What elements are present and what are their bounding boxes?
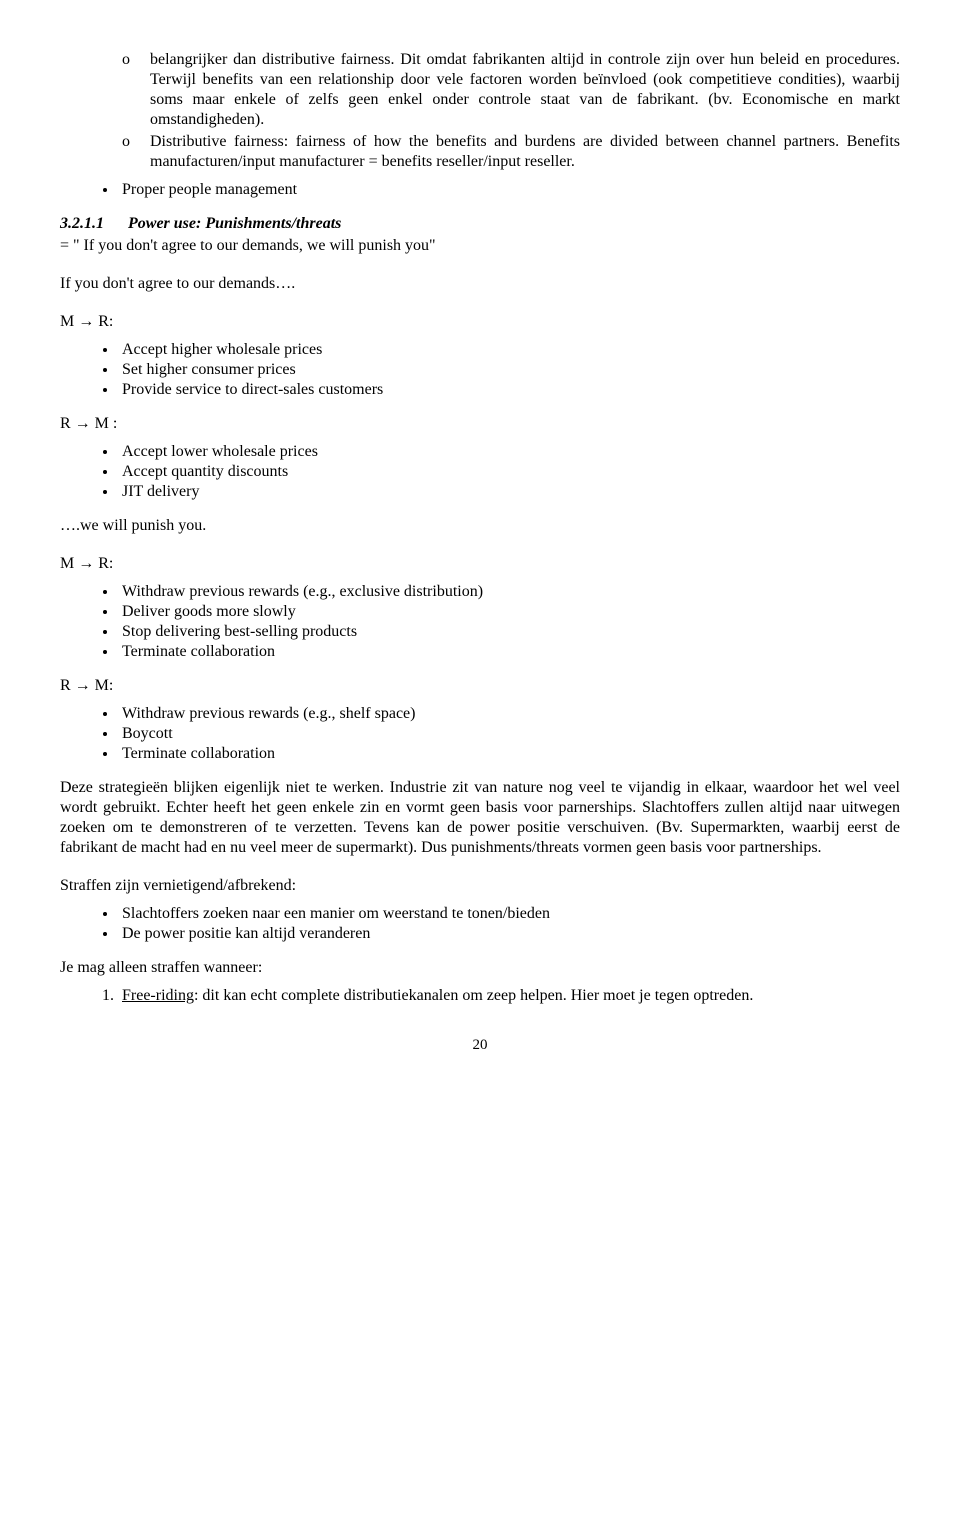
list-item: Stop delivering best-selling products [118, 622, 900, 642]
label-m-to-r: M → R: [60, 312, 900, 332]
nested-item: belangrijker dan distributive fairness. … [150, 50, 900, 130]
paragraph-strategies: Deze strategieën blijken eigenlijk niet … [60, 778, 900, 858]
list-item: Accept higher wholesale prices [118, 340, 900, 360]
rm-list-1: Accept lower wholesale prices Accept qua… [60, 442, 900, 502]
list-item: Terminate collaboration [118, 744, 900, 764]
list-item: Proper people management [118, 180, 900, 200]
free-riding-term: Free-riding [122, 987, 194, 1004]
list-item: JIT delivery [118, 482, 900, 502]
list-item: Withdraw previous rewards (e.g., shelf s… [118, 704, 900, 724]
page-number: 20 [60, 1036, 900, 1055]
nested-item: Distributive fairness: fairness of how t… [150, 132, 900, 172]
list-item: Withdraw previous rewards (e.g., exclusi… [118, 582, 900, 602]
list-item: Provide service to direct-sales customer… [118, 380, 900, 400]
list-item: Terminate collaboration [118, 642, 900, 662]
rm-list-2: Withdraw previous rewards (e.g., shelf s… [60, 704, 900, 764]
list-item: De power positie kan altijd veranderen [118, 924, 900, 944]
label-r-to-m-2: R → M: [60, 676, 900, 696]
demands-line: If you don't agree to our demands…. [60, 274, 900, 294]
label-m-to-r-2: M → R: [60, 554, 900, 574]
section-definition: = " If you don't agree to our demands, w… [60, 236, 900, 256]
mr-list-2: Withdraw previous rewards (e.g., exclusi… [60, 582, 900, 662]
punish-line: ….we will punish you. [60, 516, 900, 536]
numbered-list: Free-riding: dit kan echt complete distr… [60, 986, 900, 1006]
paragraph-straffen-label: Straffen zijn vernietigend/afbrekend: [60, 876, 900, 896]
mr-list-1: Accept higher wholesale prices Set highe… [60, 340, 900, 400]
list-item: Set higher consumer prices [118, 360, 900, 380]
paragraph-straffen-wanneer: Je mag alleen straffen wanneer: [60, 958, 900, 978]
list-item: Accept quantity discounts [118, 462, 900, 482]
label-r-to-m: R → M : [60, 414, 900, 434]
section-number: 3.2.1.1 [60, 215, 104, 232]
nested-sub-list: belangrijker dan distributive fairness. … [60, 50, 900, 172]
intro-bullets: Proper people management [60, 180, 900, 200]
list-item: Accept lower wholesale prices [118, 442, 900, 462]
free-riding-rest: : dit kan echt complete distributiekanal… [194, 987, 753, 1004]
section-heading: 3.2.1.1 Power use: Punishments/threats [60, 214, 900, 234]
list-item: Slachtoffers zoeken naar een manier om w… [118, 904, 900, 924]
list-item: Deliver goods more slowly [118, 602, 900, 622]
section-title: Power use: Punishments/threats [128, 215, 341, 232]
straffen-list: Slachtoffers zoeken naar een manier om w… [60, 904, 900, 944]
numbered-item: Free-riding: dit kan echt complete distr… [118, 986, 900, 1006]
list-item: Boycott [118, 724, 900, 744]
